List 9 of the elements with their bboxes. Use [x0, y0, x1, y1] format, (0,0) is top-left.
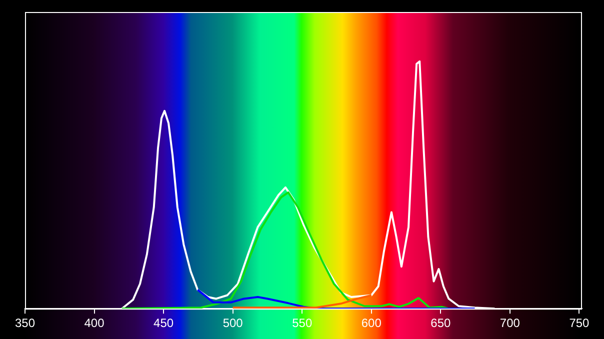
x-tick-label: 650	[430, 316, 452, 330]
x-tick-label: 550	[292, 316, 312, 330]
x-tick-label: 500	[222, 316, 244, 330]
x-tick-label: 700	[500, 316, 520, 330]
x-tick-label: 450	[154, 316, 174, 330]
x-tick-label: 600	[361, 316, 382, 330]
x-tick-label: 750	[569, 316, 590, 330]
x-tick-label: 350	[14, 316, 36, 330]
x-tick-label: 400	[84, 316, 105, 330]
